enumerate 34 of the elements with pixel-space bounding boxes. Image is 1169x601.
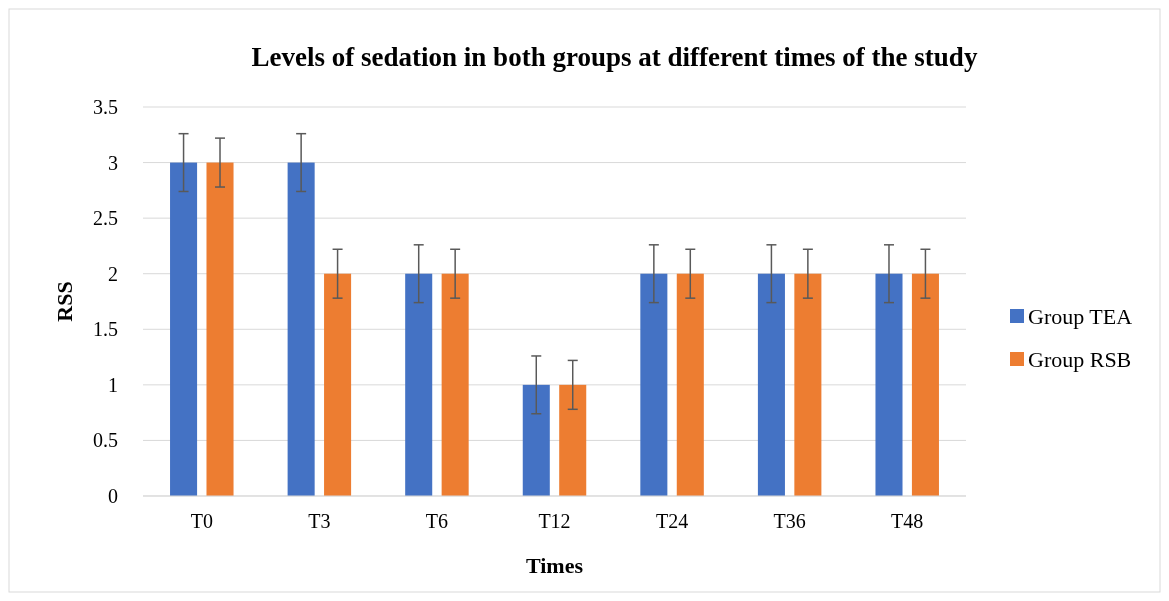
x-tick-label: T6 bbox=[425, 510, 449, 532]
bar bbox=[559, 384, 587, 496]
chart-title: Levels of sedation in both groups at different times of the study bbox=[251, 42, 978, 72]
y-tick-label: 3 bbox=[108, 151, 118, 174]
bar bbox=[405, 273, 433, 496]
bar bbox=[441, 273, 469, 496]
y-tick-label: 2.5 bbox=[93, 207, 118, 230]
bar bbox=[794, 273, 822, 496]
y-tick-label: 0.5 bbox=[93, 429, 118, 452]
x-tick-label: T24 bbox=[655, 510, 689, 532]
y-tick-label: 1.5 bbox=[93, 318, 118, 341]
bar bbox=[875, 273, 903, 496]
y-tick-label: 1 bbox=[108, 373, 118, 396]
bar bbox=[324, 273, 352, 496]
x-tick-label: T12 bbox=[538, 510, 571, 532]
x-axis-title: Times bbox=[525, 553, 584, 578]
y-tick-label: 3.5 bbox=[93, 96, 118, 118]
x-tick-label: T48 bbox=[891, 510, 924, 532]
bar bbox=[170, 162, 198, 496]
legend-label: Group TEA bbox=[1028, 303, 1133, 329]
bar bbox=[757, 273, 785, 496]
y-tick-label: 0 bbox=[108, 485, 118, 507]
bar bbox=[911, 273, 939, 496]
legend-label: Group RSB bbox=[1028, 346, 1132, 372]
y-axis-title: RSS bbox=[52, 281, 77, 322]
x-tick-label: T0 bbox=[190, 510, 213, 532]
x-tick-label: T3 bbox=[308, 510, 331, 532]
bar bbox=[676, 273, 704, 496]
bar bbox=[640, 273, 668, 496]
y-tick-label: 2 bbox=[108, 262, 118, 285]
x-tick-label: T36 bbox=[773, 510, 806, 532]
bar bbox=[287, 162, 315, 496]
bar bbox=[206, 162, 234, 496]
bar bbox=[522, 384, 550, 496]
